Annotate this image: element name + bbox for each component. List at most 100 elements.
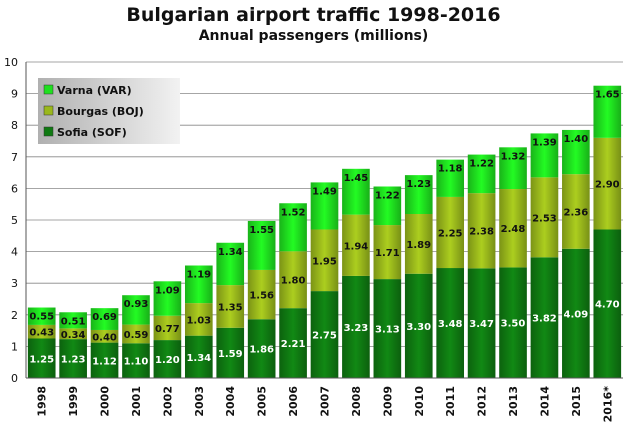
data-label: 1.23 bbox=[61, 355, 86, 366]
bar-segment bbox=[530, 177, 559, 258]
data-label: 2.48 bbox=[501, 224, 526, 235]
bar-segment bbox=[216, 327, 245, 378]
x-tick-label: 2013 bbox=[507, 386, 520, 417]
bar-segment bbox=[184, 265, 213, 304]
bar-segment bbox=[247, 269, 276, 320]
data-label: 0.93 bbox=[124, 299, 149, 310]
legend-box bbox=[38, 78, 180, 144]
data-label: 2.53 bbox=[532, 213, 557, 224]
bar-segment bbox=[593, 85, 622, 138]
bar-segment bbox=[122, 295, 150, 325]
bar-segment bbox=[247, 319, 276, 378]
bar-segment bbox=[310, 229, 339, 292]
data-label: 1.95 bbox=[312, 256, 337, 267]
data-label: 1.59 bbox=[218, 349, 243, 360]
y-tick-label: 8 bbox=[11, 119, 18, 132]
y-tick-label: 10 bbox=[4, 56, 18, 69]
data-label: 1.86 bbox=[249, 345, 274, 356]
data-label: 1.32 bbox=[501, 151, 526, 162]
data-label: 3.50 bbox=[501, 319, 526, 330]
data-label: 1.49 bbox=[312, 186, 337, 197]
data-label: 2.36 bbox=[564, 207, 589, 218]
bar-segment bbox=[436, 196, 465, 269]
data-label: 0.69 bbox=[92, 312, 117, 323]
x-tick-label: 2008 bbox=[350, 386, 363, 417]
x-tick-label: 2007 bbox=[319, 386, 332, 417]
data-label: 3.23 bbox=[344, 323, 369, 334]
data-label: 0.40 bbox=[92, 332, 117, 343]
data-label: 1.40 bbox=[564, 134, 589, 145]
bar-segment bbox=[404, 273, 433, 378]
bar-segment bbox=[404, 213, 433, 274]
bar-segment bbox=[184, 335, 213, 378]
data-label: 1.56 bbox=[249, 291, 274, 302]
bar-segment bbox=[499, 189, 527, 268]
data-label: 3.13 bbox=[375, 325, 400, 336]
bar-segment bbox=[530, 133, 559, 178]
data-label: 0.59 bbox=[124, 330, 149, 341]
bar-segment bbox=[499, 267, 527, 378]
y-tick-label: 5 bbox=[11, 214, 18, 227]
legend-swatch bbox=[43, 126, 54, 137]
data-label: 0.34 bbox=[61, 330, 86, 341]
bar-segment bbox=[530, 257, 559, 378]
bar-segment bbox=[562, 248, 590, 378]
bar-segment bbox=[216, 242, 245, 286]
bar-segment bbox=[373, 279, 402, 378]
bar-segment bbox=[27, 307, 56, 325]
data-label: 0.43 bbox=[29, 328, 54, 339]
y-tick-label: 1 bbox=[11, 340, 18, 353]
data-label: 1.39 bbox=[532, 137, 557, 148]
bar-segment bbox=[59, 312, 87, 329]
data-label: 0.77 bbox=[155, 324, 180, 335]
data-label: 1.94 bbox=[344, 241, 369, 252]
data-label: 1.34 bbox=[186, 353, 211, 364]
legend-label: Varna (VAR) bbox=[57, 84, 132, 97]
y-tick-label: 9 bbox=[11, 88, 18, 101]
x-tick-label: 2004 bbox=[224, 386, 237, 417]
data-label: 1.65 bbox=[595, 90, 620, 101]
bar-segment bbox=[342, 275, 370, 378]
bar-segment bbox=[310, 291, 339, 378]
data-label: 4.70 bbox=[595, 300, 620, 311]
bar-segment bbox=[467, 268, 496, 378]
data-label: 3.82 bbox=[532, 314, 557, 325]
data-label: 1.25 bbox=[29, 354, 54, 365]
bar-segment bbox=[404, 175, 433, 214]
bar-segment bbox=[436, 159, 465, 197]
x-tick-label: 1999 bbox=[67, 386, 80, 417]
data-label: 2.90 bbox=[595, 180, 620, 191]
bars-layer bbox=[27, 85, 622, 378]
bar-segment bbox=[216, 285, 245, 328]
bar-segment bbox=[310, 182, 339, 230]
bar-segment bbox=[184, 303, 213, 336]
data-label: 1.09 bbox=[155, 285, 180, 296]
data-label: 1.52 bbox=[281, 207, 306, 218]
bar-segment bbox=[279, 308, 307, 378]
data-label: 3.30 bbox=[406, 322, 431, 333]
data-label: 1.35 bbox=[218, 302, 243, 313]
data-label: 1.20 bbox=[155, 355, 180, 366]
bar-segment bbox=[122, 343, 150, 378]
x-tick-label: 2009 bbox=[381, 386, 394, 417]
data-label: 0.51 bbox=[61, 316, 86, 327]
data-label: 1.71 bbox=[375, 248, 400, 259]
data-label: 3.47 bbox=[469, 319, 494, 330]
legend-label: Bourgas (BOJ) bbox=[57, 105, 144, 118]
bar-segment bbox=[593, 229, 622, 378]
x-tick-label: 2011 bbox=[444, 386, 457, 417]
x-tick-label: 2014 bbox=[538, 386, 551, 417]
x-tick-label: 2012 bbox=[476, 386, 489, 417]
value-labels-layer: 1.25 0.43 0.55 1.23 0.34 0.51 1.12 0.40 0.69 1.10… bbox=[29, 90, 619, 368]
data-label: 2.38 bbox=[469, 227, 494, 238]
y-tick-label: 2 bbox=[11, 309, 18, 322]
bar-segment bbox=[59, 339, 87, 378]
data-label: 2.75 bbox=[312, 331, 337, 342]
data-label: 3.48 bbox=[438, 319, 463, 330]
bar-segment bbox=[90, 329, 119, 343]
y-tick-label: 3 bbox=[11, 277, 18, 290]
legend: Varna (VAR) Bourgas (BOJ) Sofia (SOF) bbox=[38, 78, 180, 144]
data-label: 1.12 bbox=[92, 356, 117, 367]
y-tick-label: 4 bbox=[11, 246, 18, 259]
